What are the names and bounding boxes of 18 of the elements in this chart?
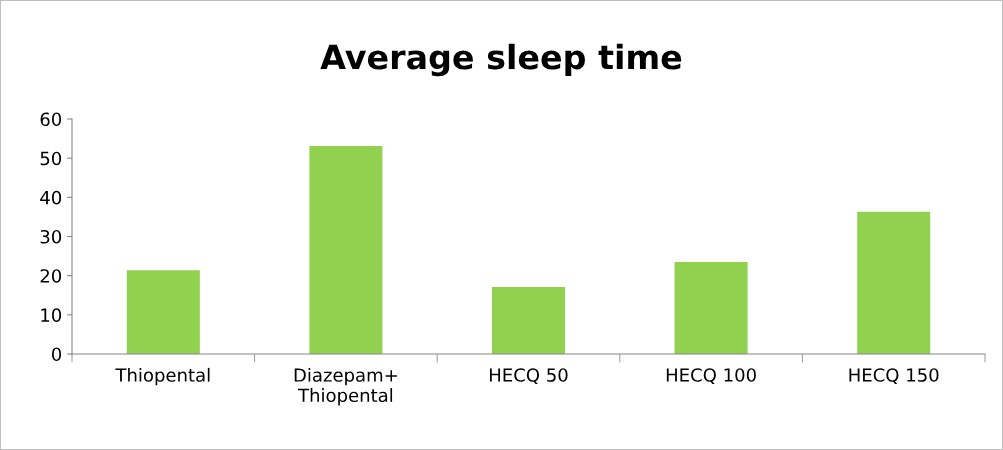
bar: [491, 287, 566, 354]
y-tick-label: 40: [40, 190, 62, 205]
x-tick-label: Thiopental: [115, 367, 210, 386]
y-tick-label: 20: [40, 269, 62, 283]
y-tick-label: 60: [40, 112, 62, 127]
bar: [309, 146, 383, 354]
y-tick-label: 30: [40, 229, 62, 244]
x-tick-label: HECQ 150: [849, 368, 939, 384]
y-tick-label: 10: [41, 308, 62, 322]
x-tick-label: Diazepam+ Thiopental: [294, 367, 397, 406]
chart-title: Average sleep time: [320, 43, 682, 77]
y-tick-label: 50: [40, 151, 62, 166]
bar: [674, 261, 748, 354]
bar: [126, 270, 200, 354]
x-tick-label: HECQ 50: [490, 368, 568, 384]
x-tick-label: HECQ 100: [666, 368, 756, 384]
y-tick-label: 0: [51, 347, 62, 362]
bar: [857, 211, 931, 354]
